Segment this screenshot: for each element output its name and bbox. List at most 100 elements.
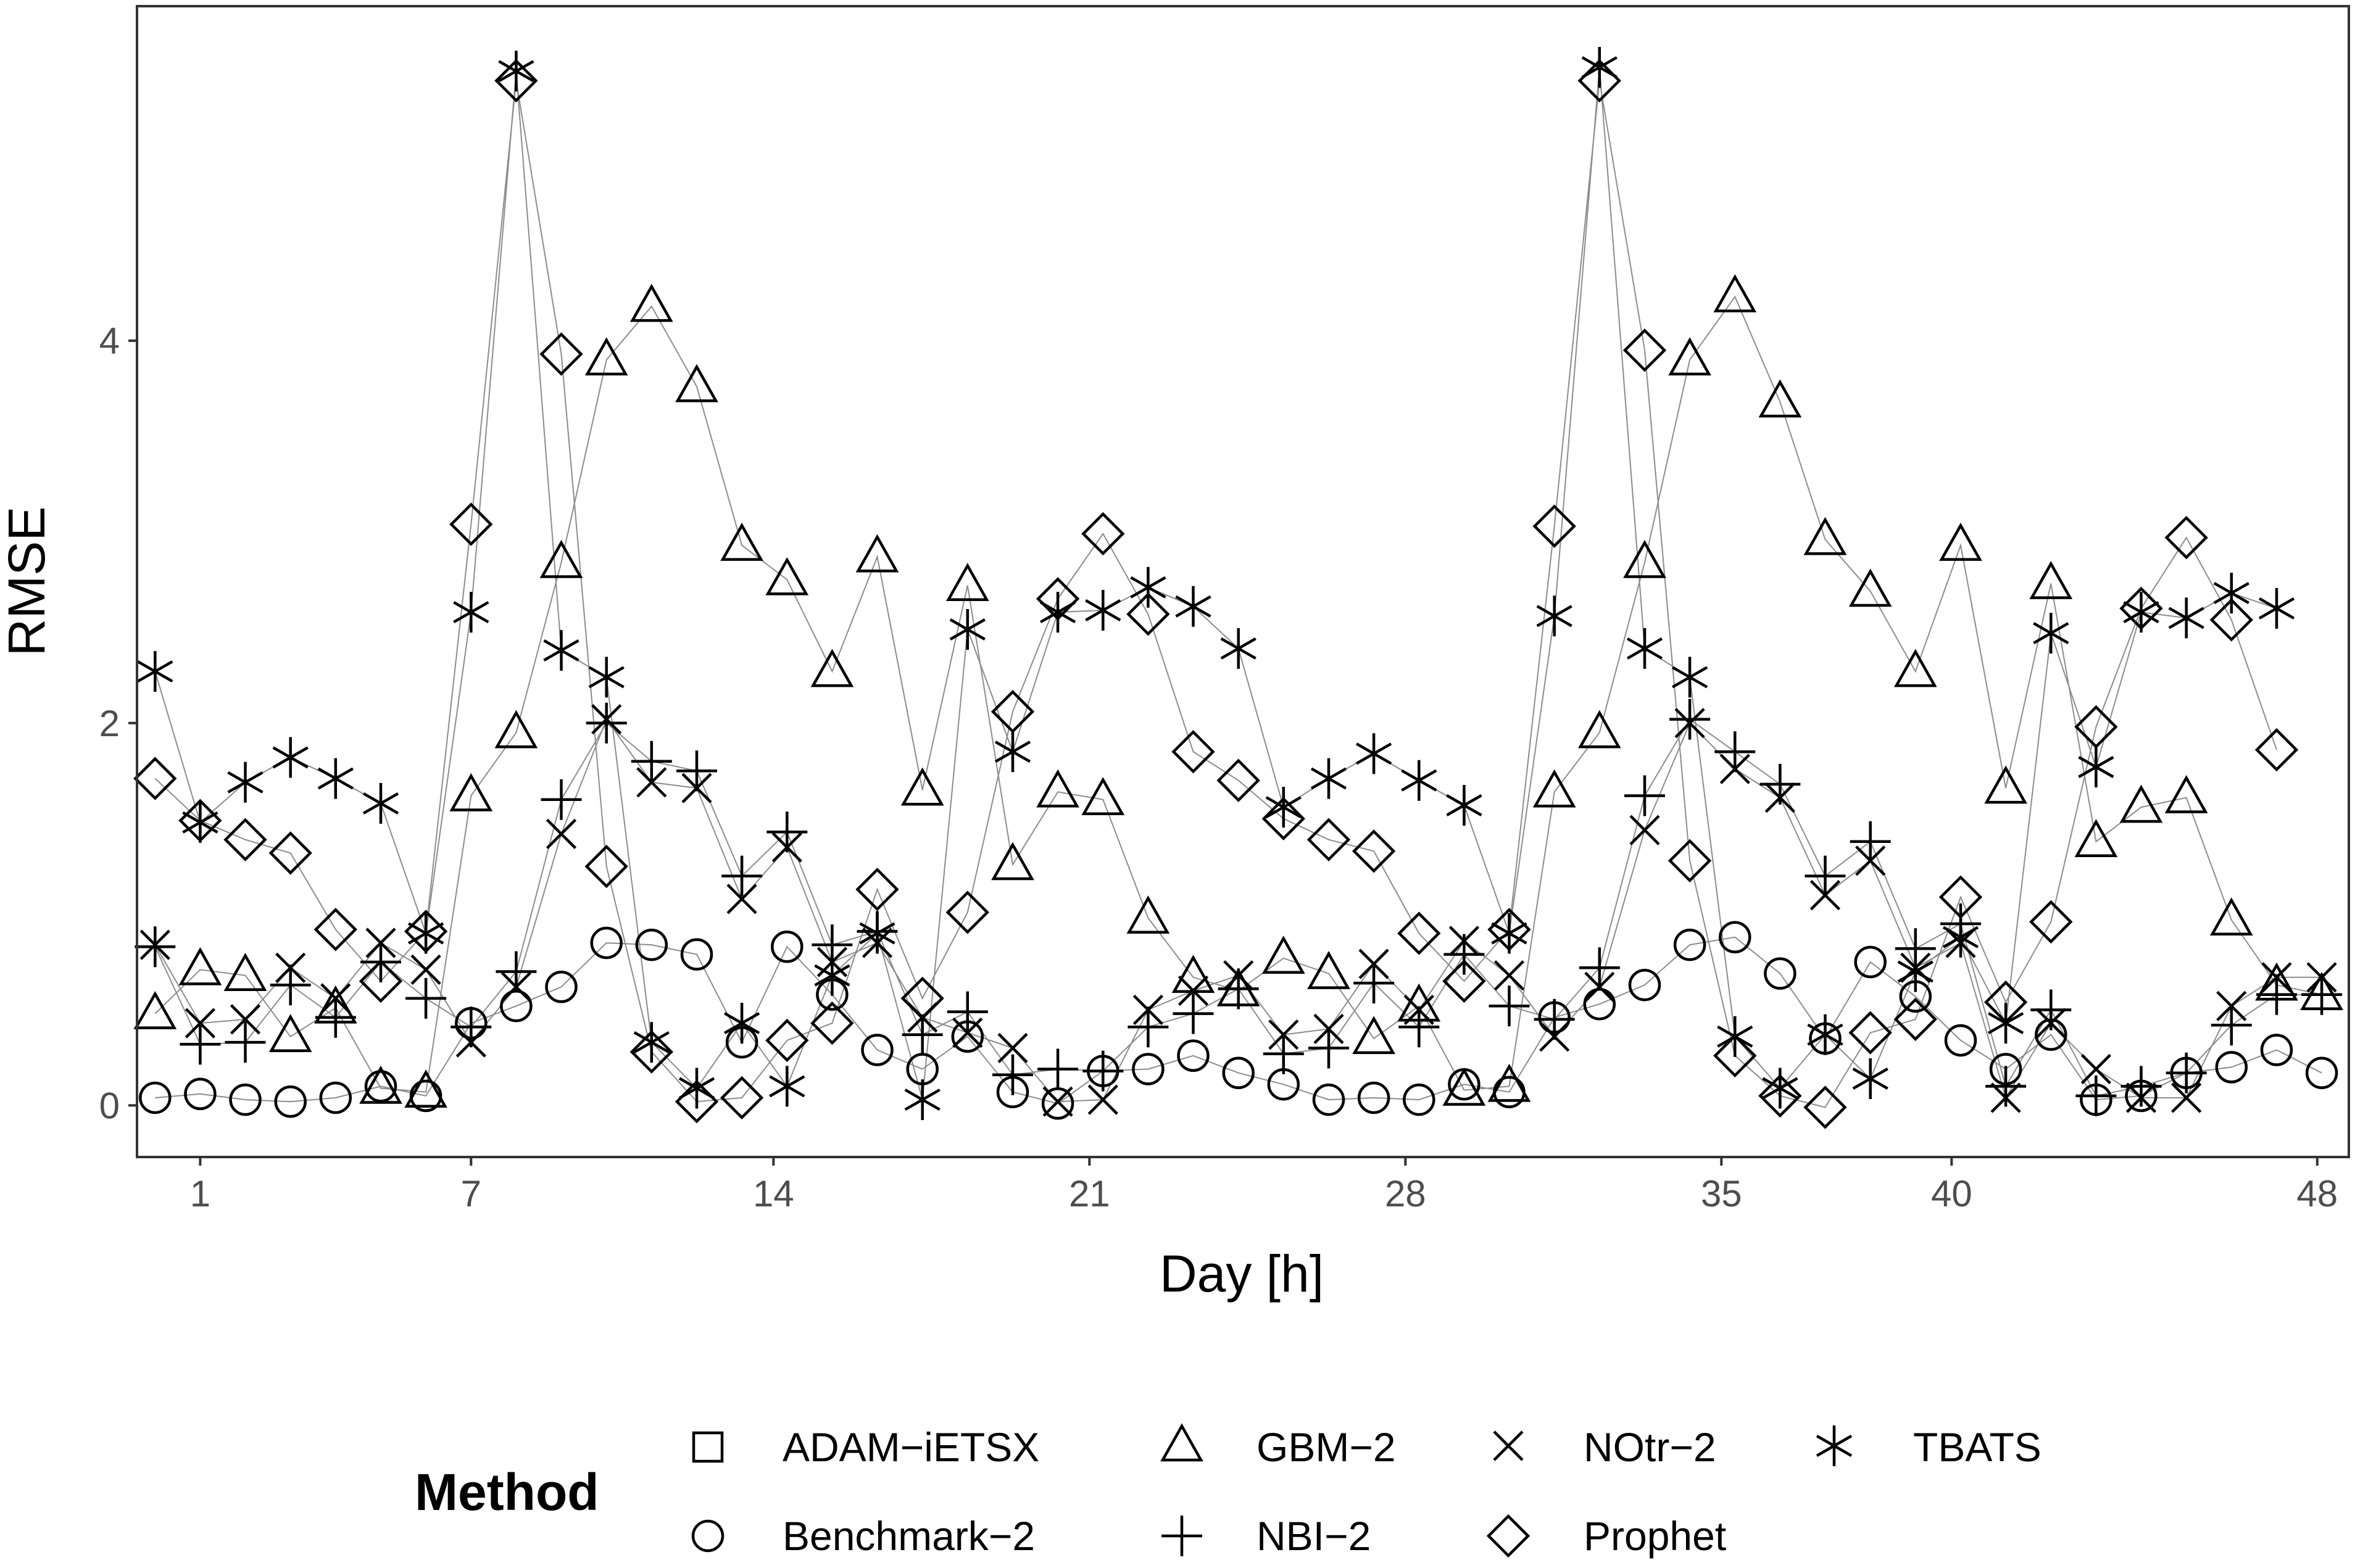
point-tbats bbox=[2213, 573, 2249, 614]
point-tbats bbox=[2168, 597, 2204, 639]
point-benchmark-2 bbox=[274, 1085, 307, 1118]
point-tbats bbox=[1762, 1068, 1798, 1109]
point-notr-2 bbox=[636, 767, 667, 798]
point-tbats bbox=[1310, 758, 1347, 799]
point-gbm-2 bbox=[359, 1065, 402, 1104]
point-benchmark-2 bbox=[139, 1081, 172, 1114]
y-tick-label: 2 bbox=[99, 703, 120, 744]
point-notr-2 bbox=[1087, 1084, 1118, 1115]
point-nbi-2 bbox=[1173, 993, 1214, 1034]
point-nbi-2 bbox=[721, 855, 763, 897]
point-gbm-2 bbox=[268, 1014, 312, 1053]
point-notr-2 bbox=[1358, 948, 1389, 979]
point-nbi-2 bbox=[541, 779, 582, 820]
point-notr-2 bbox=[2125, 1082, 2157, 1113]
point-benchmark-2 bbox=[1583, 987, 1616, 1021]
point-benchmark-2 bbox=[1403, 1083, 1435, 1116]
point-notr-2 bbox=[410, 954, 441, 985]
point-benchmark-2 bbox=[2215, 1051, 2248, 1084]
point-prophet bbox=[584, 844, 628, 889]
point-nbi-2 bbox=[1489, 985, 1530, 1027]
point-prophet bbox=[1397, 911, 1441, 955]
point-gbm-2 bbox=[178, 947, 222, 985]
point-gbm-2 bbox=[449, 773, 493, 811]
point-tbats bbox=[2033, 613, 2069, 654]
point-nbi-2 bbox=[1985, 1066, 2027, 1107]
point-prophet bbox=[855, 868, 899, 911]
point-tbats bbox=[678, 1068, 715, 1109]
point-tbats bbox=[2078, 747, 2114, 787]
point-nbi-2 bbox=[2211, 1005, 2252, 1046]
point-tbats bbox=[1130, 566, 1166, 608]
point-prophet bbox=[720, 1076, 764, 1120]
legend-key-gbm-2: GBM−2 bbox=[1160, 1423, 1396, 1470]
point-gbm-2 bbox=[1261, 935, 1305, 974]
point-prophet bbox=[1352, 829, 1396, 873]
point-benchmark-2 bbox=[2305, 1056, 2338, 1089]
point-nbi-2 bbox=[1669, 699, 1711, 740]
point-prophet bbox=[268, 831, 312, 875]
point-prophet bbox=[494, 59, 538, 102]
point-tbats bbox=[904, 1079, 941, 1121]
point-tbats bbox=[137, 651, 173, 692]
point-nbi-2 bbox=[992, 1054, 1033, 1095]
point-nbi-2 bbox=[1353, 963, 1395, 1004]
y-tick-label: 4 bbox=[99, 320, 120, 362]
point-prophet bbox=[359, 959, 403, 1003]
x-tick-label: 1 bbox=[190, 1173, 210, 1214]
point-gbm-2 bbox=[1803, 516, 1847, 555]
point-nbi-2 bbox=[225, 1022, 266, 1063]
point-tbats bbox=[1175, 586, 1211, 627]
point-notr-2 bbox=[952, 1018, 983, 1048]
point-benchmark-2 bbox=[1719, 921, 1751, 953]
point-nbi-2 bbox=[2075, 1075, 2117, 1116]
legend-label-nbi-2: NBI−2 bbox=[1256, 1513, 1371, 1559]
point-notr-2 bbox=[1403, 994, 1434, 1026]
point-notr-2 bbox=[2306, 962, 2337, 993]
point-gbm-2 bbox=[629, 283, 673, 322]
point-tbats bbox=[1852, 1058, 1888, 1099]
point-gbm-2 bbox=[2074, 819, 2118, 858]
legend-title: Method bbox=[415, 1463, 599, 1521]
point-notr-2 bbox=[2080, 1053, 2111, 1085]
x-tick-label: 35 bbox=[1701, 1173, 1742, 1214]
point-tbats bbox=[633, 1022, 670, 1063]
point-gbm-2 bbox=[1668, 337, 1711, 376]
point-prophet bbox=[2254, 728, 2299, 772]
point-notr-2 bbox=[2216, 990, 2247, 1021]
point-gbm-2 bbox=[1442, 1068, 1486, 1106]
point-gbm-2 bbox=[810, 649, 854, 687]
legend-label-notr-2: NOtr−2 bbox=[1584, 1424, 1716, 1470]
point-gbm-2 bbox=[1758, 379, 1802, 418]
point-benchmark-2 bbox=[861, 1034, 894, 1066]
point-nbi-2 bbox=[1128, 1006, 1169, 1048]
point-gbm-2 bbox=[1577, 710, 1621, 749]
legend-key-benchmark-2: Benchmark−2 bbox=[691, 1513, 1035, 1559]
point-notr-2 bbox=[1493, 960, 1525, 991]
point-tbats bbox=[1039, 592, 1076, 633]
point-tbats bbox=[1671, 657, 1708, 698]
point-tbats bbox=[453, 592, 489, 633]
point-notr-2 bbox=[185, 1008, 215, 1039]
point-tbats bbox=[1536, 595, 1572, 637]
point-notr-2 bbox=[997, 1032, 1028, 1063]
x-tick-label: 21 bbox=[1069, 1173, 1110, 1214]
x-tick-label: 7 bbox=[461, 1173, 481, 1214]
point-notr-2 bbox=[1584, 971, 1615, 1002]
point-benchmark-2 bbox=[1312, 1083, 1345, 1116]
point-prophet bbox=[2209, 598, 2253, 642]
point-tbats bbox=[723, 1003, 760, 1044]
diamond-marker-icon bbox=[1486, 1514, 1531, 1558]
point-notr-2 bbox=[681, 773, 712, 803]
point-notr-2 bbox=[591, 704, 622, 735]
point-prophet bbox=[1126, 592, 1170, 636]
point-tbats bbox=[407, 913, 444, 954]
point-tbats bbox=[1897, 951, 1933, 992]
point-tbats bbox=[1987, 1003, 2024, 1044]
point-benchmark-2 bbox=[771, 930, 804, 963]
legend-label-prophet: Prophet bbox=[1584, 1513, 1726, 1559]
point-prophet bbox=[1758, 1074, 1802, 1118]
x-tick-label: 28 bbox=[1385, 1173, 1426, 1214]
point-nbi-2 bbox=[676, 750, 717, 792]
point-tbats bbox=[182, 802, 218, 843]
